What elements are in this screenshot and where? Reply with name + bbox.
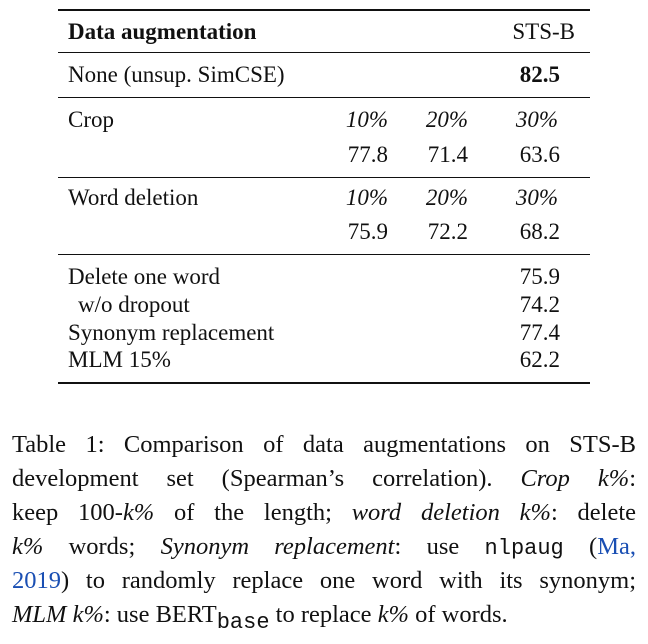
score: 77.4 — [519, 320, 560, 345]
caption-line: development set (Spearman’s correlation)… — [12, 462, 636, 496]
bottom-rule — [58, 382, 590, 384]
text: MLM k% — [12, 601, 104, 628]
text: : use — [394, 533, 485, 560]
score: 82.5 — [519, 62, 560, 87]
ratio: 30% — [515, 185, 558, 210]
code: nlpaug — [484, 536, 564, 561]
citation-link[interactable]: 2019 — [12, 567, 61, 594]
score: 75.9 — [519, 264, 560, 289]
caption-line: k% words; Synonym replacement: use nlpau… — [12, 530, 636, 564]
text: ( — [563, 533, 598, 560]
text: development set (Spearman’s correlation)… — [12, 465, 521, 492]
caption-line: keep 100-k% of the length; word deletion… — [12, 496, 636, 530]
score: 68.2 — [519, 219, 560, 244]
score: 72.2 — [427, 219, 468, 244]
caption: Table 1: Comparison of data augmentation… — [12, 428, 636, 635]
ratio: 30% — [515, 107, 558, 132]
score: 75.9 — [347, 219, 388, 244]
text: word deletion k% — [351, 499, 551, 526]
ratio: 10% — [345, 185, 388, 210]
top-rule — [58, 9, 590, 11]
caption-line: Table 1: Comparison of data augmentation… — [12, 428, 636, 462]
ratio: 10% — [345, 107, 388, 132]
row-label: Synonym replacement — [68, 320, 275, 345]
row-label: Word deletion — [68, 185, 199, 210]
text: : delete — [550, 499, 637, 526]
row-label: Crop — [68, 107, 114, 132]
rule — [58, 254, 590, 255]
rule — [58, 52, 590, 53]
header-cell: Data augmentation — [68, 19, 257, 44]
row-label: None (unsup. SimCSE) — [68, 62, 285, 87]
ratio: 20% — [425, 107, 468, 132]
ratio: 20% — [425, 185, 468, 210]
text: of the length; — [154, 499, 352, 526]
score: 74.2 — [519, 292, 560, 317]
text: Crop k% — [520, 465, 630, 492]
text: ) to randomly replace one word with its … — [61, 567, 636, 594]
text: words; — [43, 533, 161, 560]
row-label: MLM 15% — [68, 347, 171, 372]
score: 63.6 — [519, 142, 560, 167]
header-cell: STS-B — [512, 19, 575, 44]
citation-link[interactable]: Ma, — [597, 533, 637, 560]
caption-line: 2019) to randomly replace one word with … — [12, 564, 636, 598]
text: : — [629, 465, 636, 492]
score: 77.8 — [347, 142, 388, 167]
row-label: w/o dropout — [78, 292, 190, 317]
text: keep 100- — [12, 499, 123, 526]
text: to replace — [269, 601, 378, 628]
text: k% — [12, 533, 44, 560]
caption-line: MLM k%: use BERTbase to replace k% of wo… — [12, 598, 636, 635]
text: Table 1: Comparison of data augmentation… — [12, 431, 636, 458]
text: k% — [377, 601, 409, 628]
text: k% — [122, 499, 155, 526]
text: Synonym replacement — [160, 533, 395, 560]
row-label: Delete one word — [68, 264, 220, 289]
rule — [58, 97, 590, 98]
text: of words. — [408, 601, 508, 628]
score: 62.2 — [519, 347, 560, 372]
subscript: base — [216, 609, 270, 635]
text: : use BERT — [103, 601, 217, 628]
score: 71.4 — [427, 142, 468, 167]
rule — [58, 177, 590, 178]
